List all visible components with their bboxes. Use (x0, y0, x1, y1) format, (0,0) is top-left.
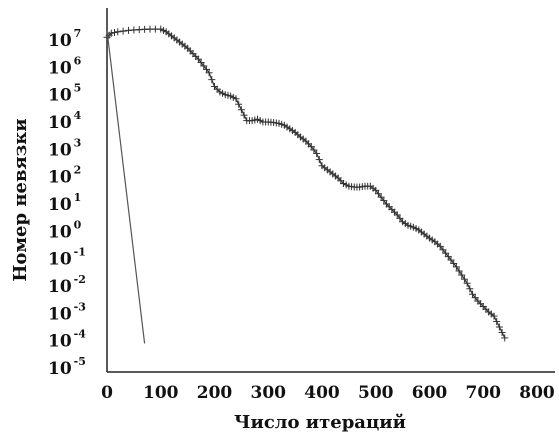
y-tick-label: 10 7 (48, 27, 81, 51)
x-axis-title: Число итераций (234, 412, 406, 433)
data-point-marker (495, 323, 503, 331)
data-point-marker (208, 76, 216, 84)
x-tick-labels: 0 100 200 300 400 500 600 700 800 (101, 383, 555, 403)
data-point-marker (237, 106, 245, 114)
y-tick-label: 10 6 (48, 54, 82, 78)
data-point-marker (205, 69, 213, 77)
y-tick-label: 10 0 (48, 218, 82, 242)
data-point-marker (119, 27, 127, 35)
data-point-marker (455, 267, 463, 275)
y-tick-label: 10 1 (48, 191, 81, 215)
y-tick-label: 10 4 (48, 109, 82, 133)
x-tick-label: 800 (519, 383, 555, 403)
data-point-marker (460, 275, 468, 283)
y-tick-label: 10 3 (48, 136, 81, 160)
data-point-marker (240, 111, 248, 119)
x-tick-label: 300 (251, 383, 287, 403)
data-point-marker (114, 28, 122, 36)
plot-axes (106, 8, 555, 373)
data-point-marker (466, 285, 474, 293)
y-tick-label: 10 -2 (48, 273, 86, 297)
y-tick-label: 10 -4 (48, 328, 86, 352)
x-tick-label: 400 (304, 383, 340, 403)
data-point-marker (458, 271, 466, 279)
x-tick-label: 500 (358, 383, 394, 403)
data-point-marker (452, 263, 460, 271)
data-point-marker (490, 312, 498, 320)
y-tick-label: 10 2 (48, 164, 81, 188)
y-tick-label: 10 5 (48, 82, 81, 106)
series-lines (103, 25, 509, 344)
data-point-marker (463, 279, 471, 287)
data-point-marker (111, 28, 119, 36)
series-2-line (106, 30, 146, 344)
data-point-marker (315, 156, 323, 164)
y-tick-label: 10 -5 (48, 355, 86, 379)
x-tick-label: 700 (466, 383, 502, 403)
y-tick-label: 10 -1 (48, 246, 86, 270)
data-point-marker (501, 334, 509, 342)
data-point-marker (235, 100, 243, 108)
x-tick-label: 200 (197, 383, 233, 403)
x-tick-label: 600 (412, 383, 448, 403)
data-point-marker (232, 95, 240, 103)
data-point-marker (107, 29, 115, 37)
series-1-line (106, 28, 506, 339)
data-point-marker (313, 149, 321, 157)
x-tick-label: 100 (143, 383, 179, 403)
data-point-marker (493, 318, 501, 326)
x-tick-label: 0 (101, 383, 113, 403)
y-tick-label: 10 -3 (48, 300, 86, 324)
data-point-marker (498, 328, 506, 336)
y-axis-title: Номер невязки (10, 118, 31, 281)
